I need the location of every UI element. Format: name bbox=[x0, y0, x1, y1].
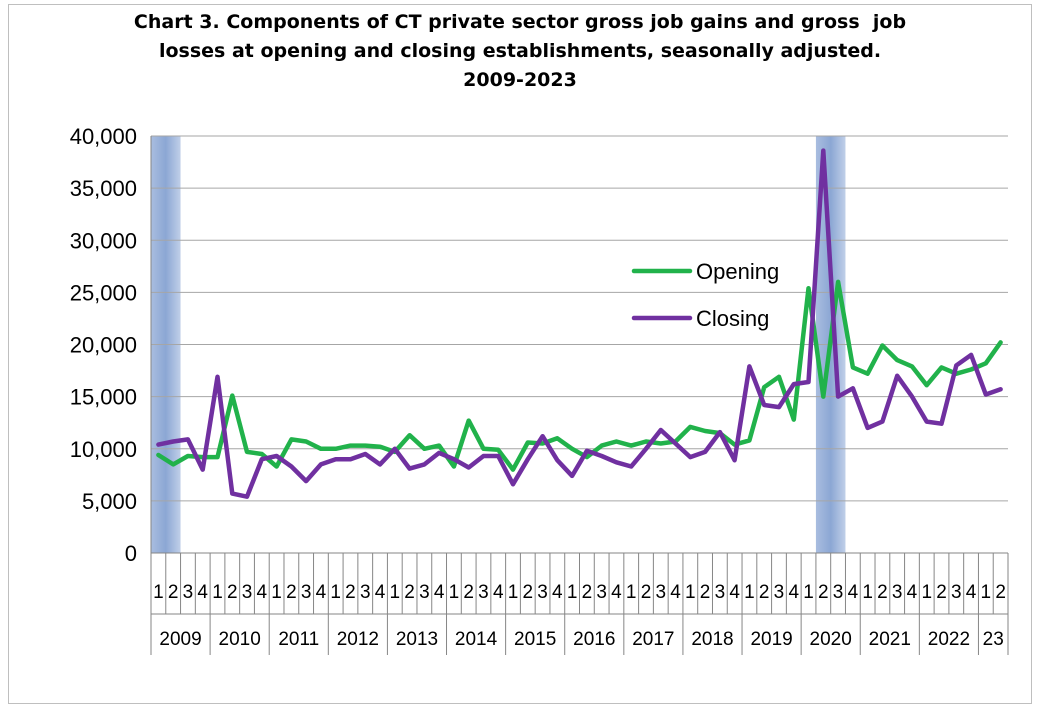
quarter-label: 1 bbox=[803, 582, 814, 603]
y-tick-label: 35,000 bbox=[70, 176, 137, 201]
series-line-closing bbox=[156, 148, 1003, 499]
year-label: 2012 bbox=[337, 629, 379, 650]
quarter-label: 1 bbox=[330, 582, 341, 603]
quarter-label: 2 bbox=[759, 582, 770, 603]
quarter-label: 4 bbox=[434, 582, 445, 603]
quarter-label: 2 bbox=[936, 582, 947, 603]
y-tick-label: 25,000 bbox=[70, 280, 137, 305]
quarter-label: 2 bbox=[463, 582, 474, 603]
quarter-label: 2 bbox=[818, 582, 829, 603]
quarter-label: 4 bbox=[966, 582, 977, 603]
quarter-label: 1 bbox=[685, 582, 696, 603]
year-label: 2020 bbox=[810, 629, 852, 650]
quarter-label: 1 bbox=[271, 582, 282, 603]
y-tick-label: 15,000 bbox=[70, 385, 137, 410]
gridlines bbox=[151, 135, 1008, 502]
quarter-label: 2 bbox=[227, 582, 238, 603]
quarter-label: 2 bbox=[995, 582, 1006, 603]
y-tick-label: 0 bbox=[125, 541, 137, 566]
quarter-label: 3 bbox=[183, 582, 194, 603]
y-tick-label: 20,000 bbox=[70, 333, 137, 358]
y-tick-label: 10,000 bbox=[70, 437, 137, 462]
quarter-label: 4 bbox=[670, 582, 681, 603]
year-label: 2015 bbox=[514, 629, 556, 650]
quarter-label: 3 bbox=[833, 582, 844, 603]
quarter-label: 2 bbox=[345, 582, 356, 603]
legend-label-closing: Closing bbox=[696, 306, 769, 331]
quarter-label: 3 bbox=[242, 582, 253, 603]
year-label: 2017 bbox=[632, 629, 674, 650]
quarter-label: 3 bbox=[537, 582, 548, 603]
quarter-label: 4 bbox=[257, 582, 268, 603]
quarter-label: 3 bbox=[360, 582, 371, 603]
y-tick-label: 5,000 bbox=[82, 489, 137, 514]
chart-title-line-1: Chart 3. Components of CT private sector… bbox=[133, 11, 907, 33]
quarter-label: 3 bbox=[951, 582, 962, 603]
quarter-label: 1 bbox=[626, 582, 637, 603]
quarter-label: 4 bbox=[788, 582, 799, 603]
quarter-label: 1 bbox=[862, 582, 873, 603]
quarter-label: 2 bbox=[700, 582, 711, 603]
chart-title-line-3: 2009-2023 bbox=[463, 69, 577, 91]
legend-label-opening: Opening bbox=[696, 259, 779, 284]
year-label: 2016 bbox=[573, 629, 615, 650]
quarter-label: 3 bbox=[892, 582, 903, 603]
year-label: 2019 bbox=[750, 629, 792, 650]
quarter-label: 4 bbox=[907, 582, 918, 603]
quarter-label: 1 bbox=[212, 582, 223, 603]
year-label: 2010 bbox=[219, 629, 261, 650]
year-label: 2013 bbox=[396, 629, 438, 650]
quarter-label: 2 bbox=[404, 582, 415, 603]
quarter-label: 3 bbox=[596, 582, 607, 603]
quarter-label: 4 bbox=[848, 582, 859, 603]
quarter-label: 4 bbox=[552, 582, 563, 603]
quarter-label: 3 bbox=[715, 582, 726, 603]
quarter-label: 3 bbox=[478, 582, 489, 603]
quarter-label: 1 bbox=[508, 582, 519, 603]
series-line-opening bbox=[156, 279, 1003, 472]
quarter-label: 3 bbox=[774, 582, 785, 603]
year-label: 2014 bbox=[455, 629, 498, 650]
series-lines bbox=[156, 148, 1003, 499]
quarter-label: 4 bbox=[375, 582, 386, 603]
quarter-label: 1 bbox=[744, 582, 755, 603]
quarter-label: 3 bbox=[301, 582, 312, 603]
y-tick-label: 30,000 bbox=[70, 228, 137, 253]
quarter-label: 2 bbox=[877, 582, 888, 603]
quarter-label: 1 bbox=[449, 582, 460, 603]
quarter-label: 2 bbox=[522, 582, 533, 603]
year-label: 2018 bbox=[691, 629, 733, 650]
y-tick-labels: 0 5,000 10,000 15,000 20,000 25,000 30,000 35,0… bbox=[70, 124, 137, 566]
year-label: 2021 bbox=[869, 629, 911, 650]
quarter-label: 1 bbox=[981, 582, 992, 603]
quarter-label: 4 bbox=[611, 582, 622, 603]
year-label: 2011 bbox=[278, 629, 319, 650]
y-tick-label: 40,000 bbox=[70, 124, 137, 149]
quarter-label: 4 bbox=[316, 582, 327, 603]
quarter-label: 2 bbox=[582, 582, 593, 603]
legend: Opening Closing bbox=[631, 259, 779, 331]
quarter-label: 2 bbox=[641, 582, 652, 603]
quarter-label: 2 bbox=[286, 582, 297, 603]
quarter-label: 3 bbox=[655, 582, 666, 603]
quarter-label: 4 bbox=[729, 582, 740, 603]
quarter-label: 4 bbox=[493, 582, 504, 603]
quarter-label: 1 bbox=[390, 582, 401, 603]
chart-title-line-2: losses at opening and closing establishm… bbox=[158, 40, 882, 62]
chart-title: Chart 3. Components of CT private sector… bbox=[0, 8, 1040, 95]
quarter-label: 1 bbox=[567, 582, 578, 603]
quarter-label: 3 bbox=[419, 582, 430, 603]
quarter-label: 2 bbox=[168, 582, 179, 603]
year-label: 2009 bbox=[159, 629, 201, 650]
quarter-label: 1 bbox=[153, 582, 164, 603]
quarter-label: 4 bbox=[197, 582, 208, 603]
year-label: 2022 bbox=[928, 629, 970, 650]
year-label: 23 bbox=[983, 629, 1004, 650]
quarter-label: 1 bbox=[921, 582, 932, 603]
